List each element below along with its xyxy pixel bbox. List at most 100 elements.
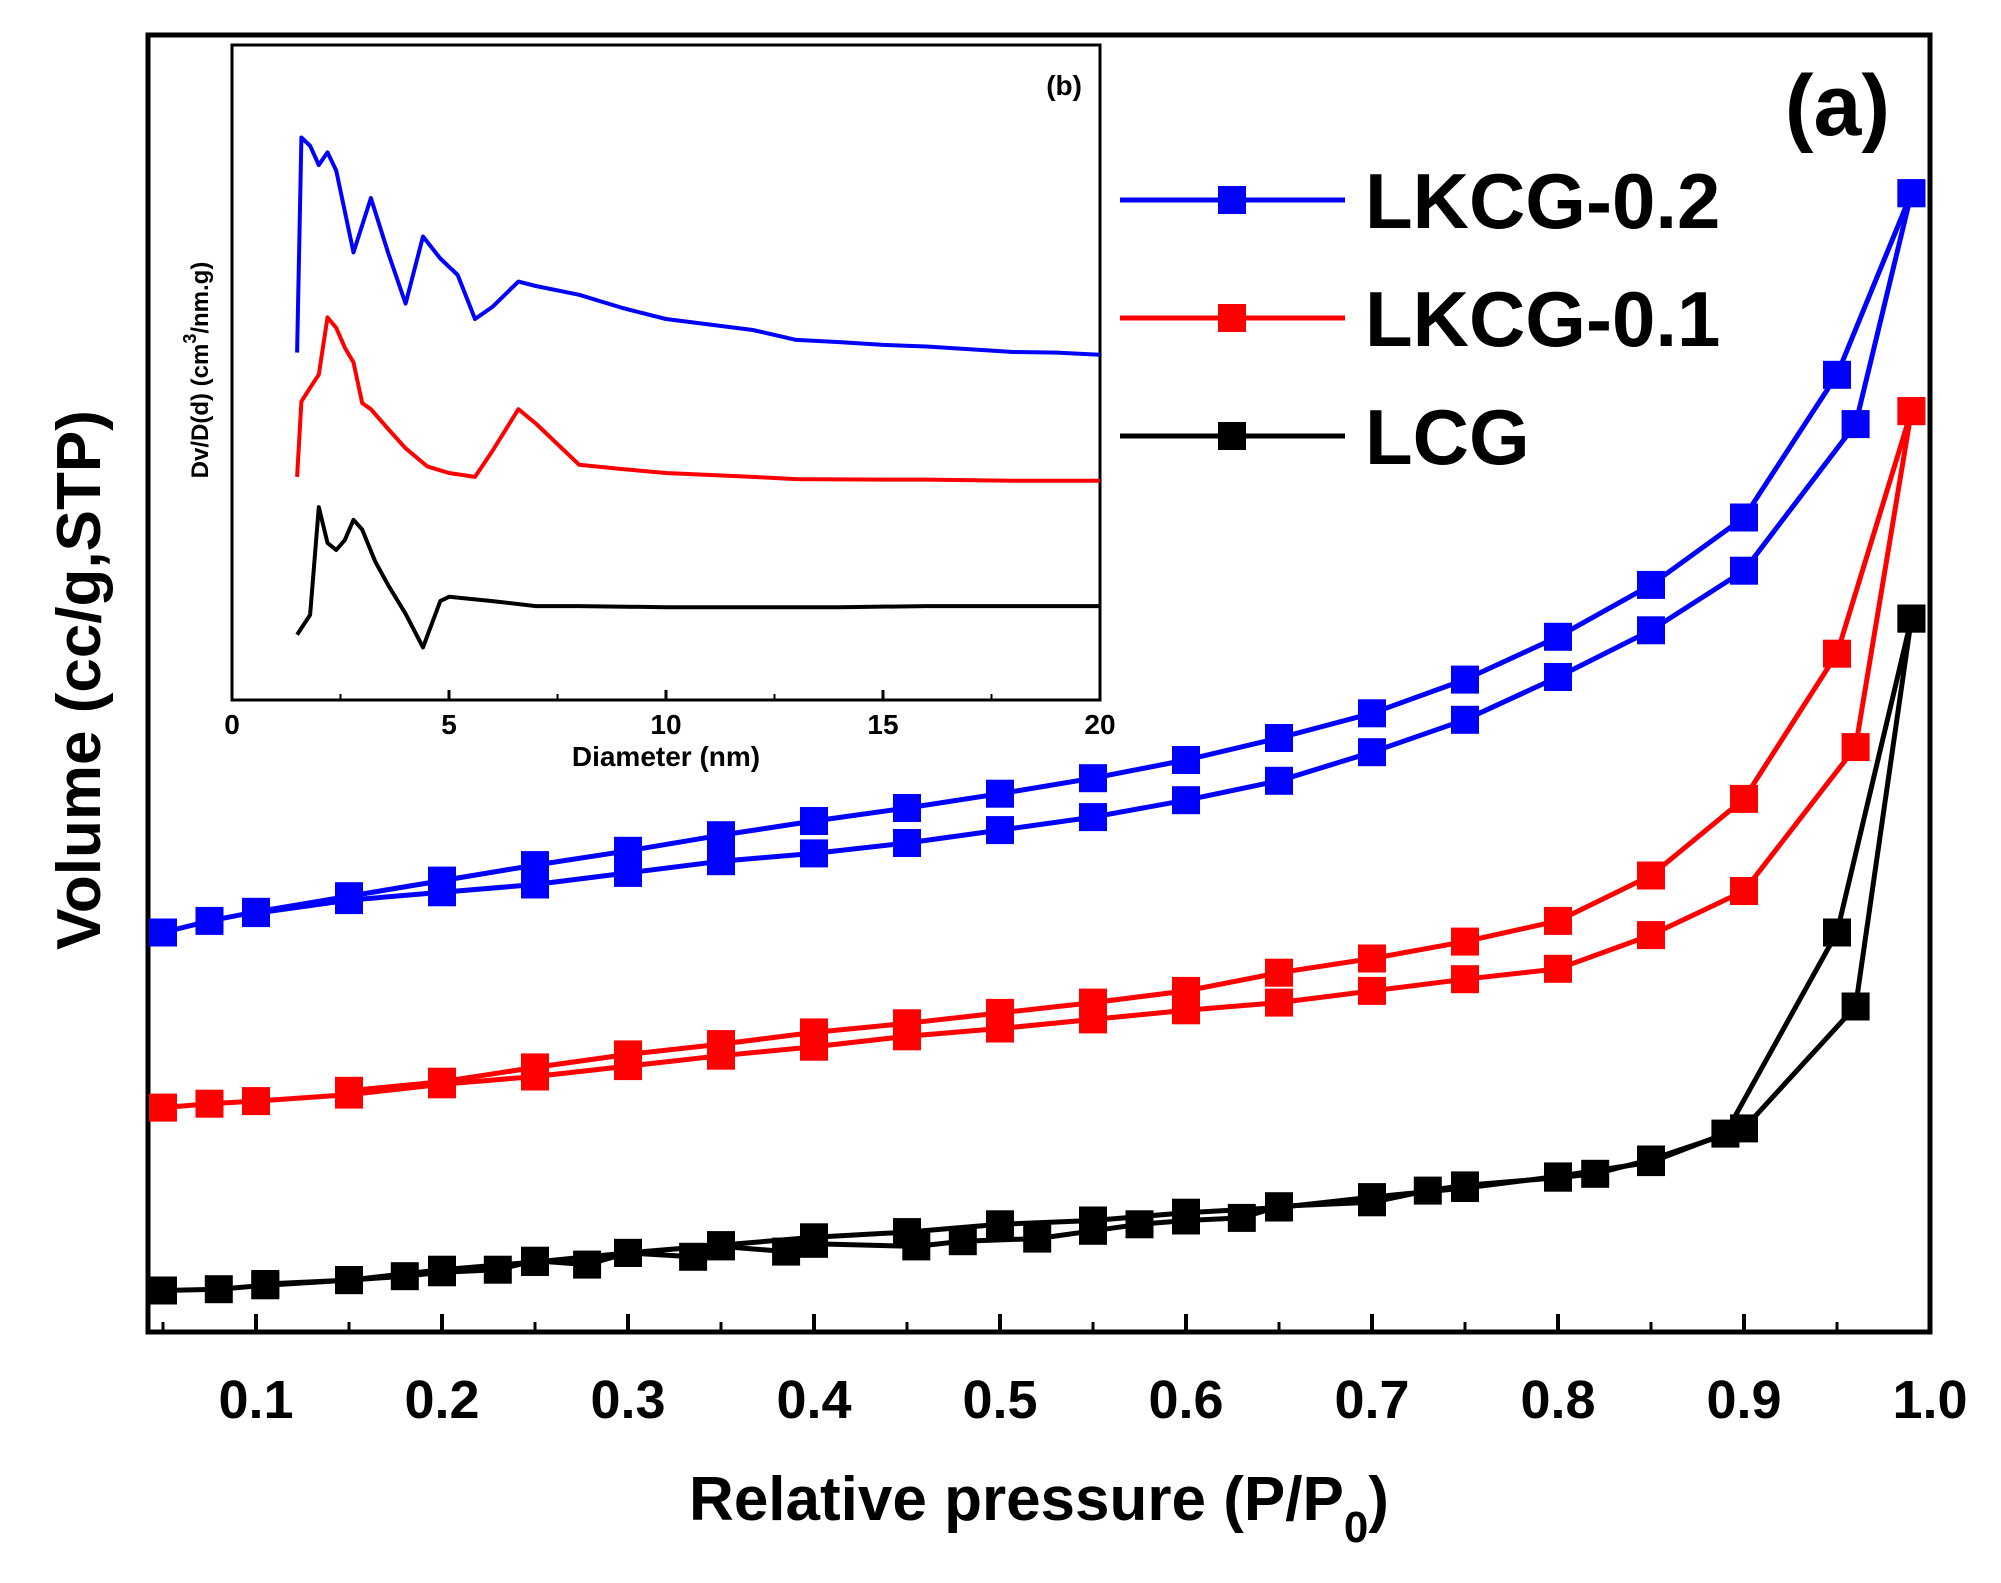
data-point-marker <box>1841 992 1870 1021</box>
data-point-marker <box>483 1255 512 1284</box>
data-point-marker <box>1023 1224 1052 1253</box>
data-point-marker <box>1265 958 1293 987</box>
data-point-marker <box>149 918 177 947</box>
data-point-marker <box>1823 360 1851 389</box>
data-point-marker <box>948 1227 977 1256</box>
data-point-marker <box>986 779 1014 808</box>
desorption-line <box>348 410 1914 1094</box>
main-x-tick-label: 0.3 <box>590 1370 665 1430</box>
inset-x-tick-label: 0 <box>224 709 240 740</box>
data-point-marker <box>902 1232 931 1261</box>
data-point-marker <box>1451 927 1479 956</box>
inset-pore-size-line <box>295 315 1100 483</box>
data-point-marker <box>1265 724 1293 752</box>
data-point-marker <box>1079 764 1107 793</box>
data-point-marker <box>1730 877 1758 905</box>
main-x-tick-label: 0.9 <box>1706 1370 1781 1430</box>
data-point-marker <box>335 1076 363 1105</box>
data-point-marker <box>521 1053 549 1082</box>
panel-label-a: (a) <box>1785 58 1890 154</box>
data-point-marker <box>1841 410 1870 439</box>
main-x-axis: 0.1 0.2 0.3 0.4 0.5 0.6 0.7 0.8 0.9 1.0 <box>161 1314 1968 1430</box>
inset-x-axis-title: Diameter (nm) <box>572 741 760 772</box>
data-point-marker <box>1451 965 1479 994</box>
main-series-group <box>149 179 1926 1305</box>
data-point-marker <box>1358 976 1386 1005</box>
data-point-marker <box>1637 1145 1665 1174</box>
main-x-axis-title-subscript: 0 <box>1344 1503 1368 1552</box>
data-point-marker <box>149 1093 177 1122</box>
data-point-marker <box>800 839 828 868</box>
main-x-tick-label: 0.1 <box>218 1370 293 1430</box>
data-point-marker <box>1897 179 1926 208</box>
data-point-marker <box>1544 663 1572 691</box>
data-point-marker <box>707 847 735 876</box>
data-point-marker <box>679 1242 708 1271</box>
main-x-tick-label: 0.8 <box>1520 1370 1595 1430</box>
data-point-marker <box>614 858 642 887</box>
data-point-marker <box>1544 1163 1572 1192</box>
data-point-marker <box>800 807 828 835</box>
data-point-marker <box>251 1270 280 1298</box>
data-point-marker <box>1730 556 1758 585</box>
data-point-marker <box>614 1040 642 1069</box>
data-point-marker <box>1358 738 1386 767</box>
legend-label: LKCG-0.2 <box>1365 157 1720 245</box>
data-point-marker <box>195 1089 224 1118</box>
data-point-marker <box>1172 746 1200 774</box>
data-point-marker <box>986 998 1014 1027</box>
data-point-marker <box>1079 988 1107 1017</box>
data-point-marker <box>772 1237 801 1266</box>
legend-label: LCG <box>1365 393 1530 481</box>
data-point-marker <box>521 1246 549 1275</box>
data-point-marker <box>1265 1192 1293 1221</box>
data-point-marker <box>1637 861 1665 890</box>
data-point-marker <box>1637 570 1665 599</box>
data-point-marker <box>1079 1216 1107 1245</box>
data-point-marker <box>1823 639 1851 668</box>
legend-marker <box>1218 186 1246 214</box>
data-point-marker <box>1730 1114 1758 1143</box>
inset-pore-size-line <box>295 505 1100 650</box>
series-lcg <box>149 604 1926 1305</box>
data-point-marker <box>1358 944 1386 973</box>
data-point-marker <box>707 1030 735 1059</box>
data-point-marker <box>1730 503 1758 532</box>
inset-x-tick-label: 10 <box>650 709 681 740</box>
main-x-tick-label: 0.4 <box>776 1370 851 1430</box>
data-point-marker <box>335 1266 363 1295</box>
data-point-marker <box>1637 921 1665 950</box>
inset-y-axis-title-superscript: 3 <box>180 334 200 344</box>
data-point-marker <box>1823 918 1851 947</box>
legend: LKCG-0.2 LKCG-0.1 LCG <box>1120 157 1720 481</box>
main-x-tick-label: 0.6 <box>1148 1370 1223 1430</box>
data-point-marker <box>335 886 363 915</box>
series-lkcg-0-2 <box>149 179 1926 947</box>
data-point-marker <box>1172 786 1200 815</box>
data-point-marker <box>242 1087 270 1116</box>
main-x-axis-title: Relative pressure (P/P0) <box>689 1465 1389 1552</box>
data-point-marker <box>893 829 921 857</box>
legend-marker <box>1218 422 1246 450</box>
inset-x-tick-label: 20 <box>1084 709 1115 740</box>
data-point-marker <box>1172 1206 1200 1235</box>
data-point-marker <box>893 794 921 822</box>
data-point-marker <box>1581 1159 1610 1188</box>
data-point-marker <box>800 1229 828 1258</box>
data-point-marker <box>149 1276 177 1305</box>
main-x-tick-label: 1.0 <box>1892 1370 1967 1430</box>
inset-y-axis-title: Dv/D(d) (cm3/nm.g) <box>180 262 214 479</box>
panel-label-b: (b) <box>1046 70 1082 101</box>
inset-x-tick-label: 5 <box>441 709 457 740</box>
inset-x-tick-label: 15 <box>867 709 898 740</box>
data-point-marker <box>1358 699 1386 728</box>
inset-series-group <box>295 135 1101 650</box>
data-point-marker <box>428 878 456 907</box>
data-point-marker <box>707 821 735 850</box>
data-point-marker <box>428 1258 456 1287</box>
inset-pore-size-line <box>295 135 1101 357</box>
data-point-marker <box>1544 906 1572 935</box>
data-point-marker <box>986 816 1014 845</box>
data-point-marker <box>1125 1210 1154 1239</box>
data-point-marker <box>1544 622 1572 651</box>
